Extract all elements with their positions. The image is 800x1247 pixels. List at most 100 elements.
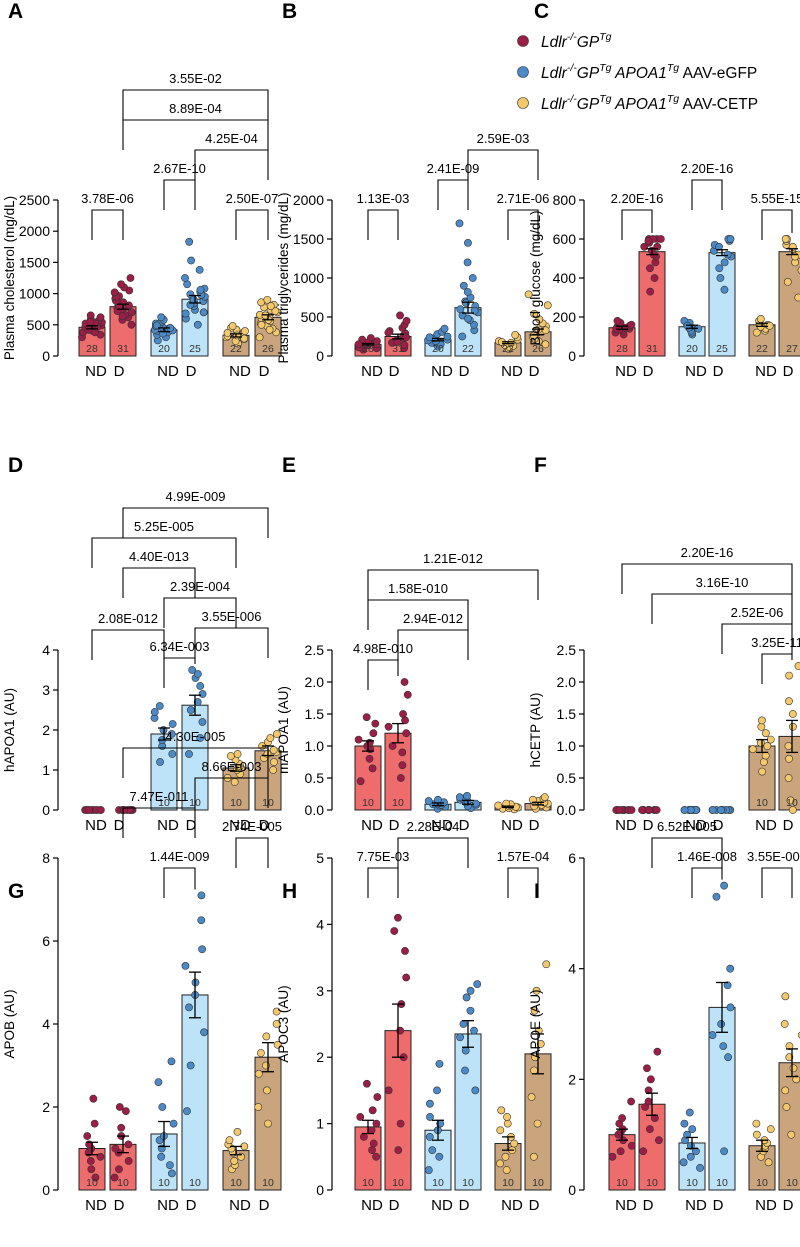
x-tick-label: D: [643, 363, 654, 380]
data-point: [766, 1125, 775, 1134]
p-value-label: 1.44E-009: [150, 849, 210, 864]
p-value-label: 2.94E-012: [403, 611, 463, 626]
y-tick-label: 4: [316, 916, 324, 932]
data-point: [763, 742, 772, 750]
n-label: 10: [502, 1177, 514, 1189]
significance-bracket: [122, 747, 269, 778]
p-value-label: 3.55E-006: [202, 609, 262, 624]
data-point: [369, 1139, 378, 1148]
data-point: [692, 1147, 700, 1156]
data-point: [273, 1040, 282, 1049]
data-point: [254, 1103, 263, 1111]
data-point: [683, 1130, 691, 1139]
x-tick-label: D: [114, 363, 125, 380]
data-point: [384, 722, 393, 731]
x-tick-label: ND: [85, 1197, 107, 1214]
y-tick-label: 1: [42, 762, 50, 778]
data-point: [230, 778, 239, 786]
data-point: [186, 706, 195, 714]
significance-bracket: [621, 563, 793, 594]
data-point: [471, 1086, 480, 1095]
data-point: [440, 324, 449, 333]
x-tick-label: ND: [501, 363, 523, 380]
data-point: [196, 734, 205, 742]
data-point: [255, 333, 264, 342]
data-point: [748, 745, 757, 754]
data-point: [726, 235, 735, 243]
data-point: [532, 986, 541, 995]
data-point: [680, 1119, 689, 1128]
x-tick-label: D: [259, 1197, 270, 1214]
significance-bracket: [621, 209, 653, 240]
data-point: [152, 321, 161, 330]
p-value-label: 4.99E-009: [166, 489, 226, 504]
data-point: [785, 1042, 794, 1051]
x-tick-label: ND: [615, 1197, 637, 1214]
legend-label-part: Tg: [599, 31, 611, 43]
p-value-label: 4.25E-04: [205, 131, 258, 146]
data-point: [233, 750, 242, 758]
data-point: [158, 1103, 167, 1111]
data-point: [783, 277, 792, 286]
panel-letter: F: [534, 454, 547, 477]
y-axis-label: mAPOA1 (AU): [276, 686, 291, 774]
p-value-label: 1.57E-04: [497, 849, 550, 864]
y-axis-label: APOC3 (AU): [276, 985, 291, 1062]
x-tick-label: ND: [229, 817, 251, 834]
data-point: [536, 1040, 545, 1048]
data-point: [530, 1006, 539, 1015]
data-point: [723, 250, 732, 259]
significance-bracket: [235, 837, 269, 868]
data-point: [356, 1113, 365, 1121]
panel-e: E 0.0 0.5 1.0 1.5 2.0 2.5 mAPOA1 (AU) 10 ND 10 D ND D…: [276, 454, 552, 834]
data-point: [157, 313, 166, 322]
data-point: [186, 1061, 195, 1070]
data-point: [528, 795, 537, 804]
data-point: [168, 1169, 176, 1178]
data-point: [781, 235, 790, 243]
panel-letter: G: [8, 880, 24, 903]
data-point: [463, 792, 471, 800]
data-point: [396, 1119, 405, 1128]
n-label: 28: [86, 343, 98, 355]
significance-bracket: [507, 867, 539, 898]
data-point: [646, 287, 655, 296]
data-point: [716, 274, 725, 282]
data-point: [497, 1106, 506, 1115]
n-label: 10: [716, 1177, 728, 1189]
data-point: [723, 981, 732, 990]
data-point: [787, 1130, 796, 1139]
data-point: [354, 340, 363, 349]
x-tick-label: D: [114, 817, 125, 834]
x-tick-label: D: [186, 363, 197, 380]
data-point: [466, 986, 475, 995]
data-point: [233, 331, 241, 340]
data-point: [372, 1119, 381, 1128]
data-point: [256, 1049, 265, 1057]
y-tick-label: 2.5: [557, 642, 577, 658]
data-point: [124, 1140, 133, 1149]
n-label: 22: [462, 343, 474, 355]
legend-label-part: Tg: [599, 93, 611, 105]
data-point: [502, 1166, 511, 1174]
p-value-label: 2.08E-012: [98, 611, 158, 626]
p-value-label: 6.52E-005: [657, 819, 717, 834]
data-point: [724, 1053, 732, 1062]
data-point: [193, 670, 202, 678]
data-point: [464, 314, 472, 323]
x-tick-label: D: [783, 1197, 794, 1214]
data-point: [679, 1158, 688, 1167]
data-point: [254, 1069, 263, 1078]
data-point: [264, 1119, 272, 1128]
y-tick-label: 2: [568, 1071, 576, 1087]
data-point: [225, 1136, 234, 1145]
bar: [778, 251, 800, 357]
n-label: 10: [230, 797, 242, 809]
data-point: [400, 678, 409, 686]
p-value-label: 3.55E-02: [169, 71, 222, 86]
data-point: [456, 1033, 464, 1042]
y-tick-label: 200: [553, 309, 577, 325]
data-point: [368, 1106, 377, 1115]
data-point: [785, 697, 793, 706]
